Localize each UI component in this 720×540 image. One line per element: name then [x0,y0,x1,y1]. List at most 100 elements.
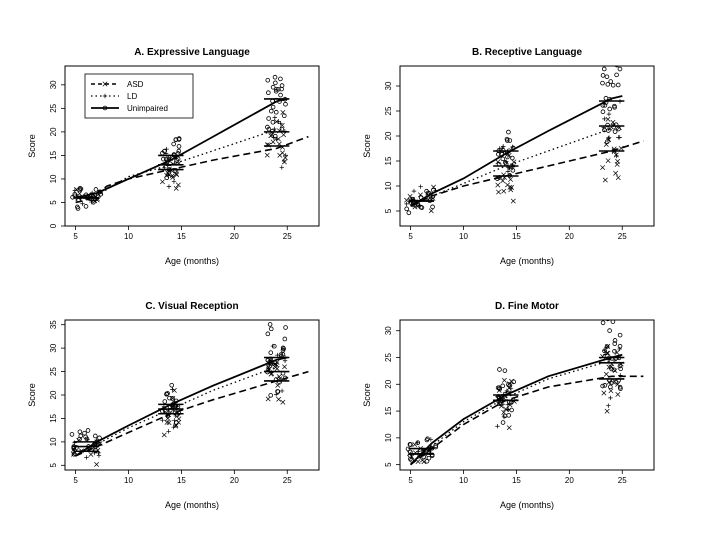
data-point-unimpaired [162,399,168,404]
plot-frame [399,65,655,227]
panel-title: B. Receptive Language [472,47,582,58]
data-point-unimpaired [510,168,516,173]
data-point-unimpaired [617,332,623,338]
data-point-unimpaired [608,384,613,390]
data-point-unimpaired [283,101,288,107]
data-point-unimpaired [268,393,273,398]
x-tick-label: 15 [512,476,521,485]
data-point-unimpaired [609,380,614,386]
data-point-ld [603,345,609,350]
data-point-asd [174,172,180,178]
data-point-unimpaired [415,202,421,208]
data-point-unimpaired [618,366,623,372]
y-tick-label: 30 [384,326,393,335]
data-point-ld [602,352,608,357]
data-point-unimpaired [278,76,283,82]
data-point-asd [614,350,620,356]
data-point-asd [94,462,100,467]
x-axis-label: Age (months) [165,500,219,510]
data-point-unimpaired [408,449,413,455]
data-point-asd [280,399,286,405]
legend-marker-ld [102,93,108,99]
data-point-ld [501,414,507,420]
data-point-unimpaired [265,369,270,375]
fit-line-unimpaired [409,353,623,466]
data-point-unimpaired [267,322,273,327]
fit-line-unimpaired [410,95,623,207]
data-point-ld [279,165,284,170]
data-point-unimpaired [283,325,288,330]
fit-line-ld [410,359,612,466]
plot-area [404,66,644,216]
fit-line-asd [75,135,309,204]
data-point-asd [600,165,606,170]
data-point-asd [175,182,181,188]
y-axis-label: Score [362,134,372,158]
data-point-unimpaired [265,124,270,130]
data-point-ld [495,424,500,429]
y-tick-label: 0 [49,223,58,228]
data-point-unimpaired [268,350,274,355]
data-point-unimpaired [600,73,606,78]
data-point-ld [614,153,619,159]
data-point-unimpaired [71,451,77,457]
data-point-asd [495,159,501,165]
data-point-unimpaired [497,367,502,372]
data-point-unimpaired [273,80,278,86]
data-point-ld [608,395,613,401]
data-point-asd [608,388,614,394]
data-point-unimpaired [612,338,618,343]
data-point-unimpaired [506,399,512,405]
data-point-unimpaired [605,320,610,322]
data-point-unimpaired [279,86,284,92]
data-point-asd [614,161,620,167]
x-tick-label: 10 [124,476,133,485]
data-point-unimpaired [601,66,607,72]
fit-line-ld [75,128,277,201]
data-point-unimpaired [93,187,99,192]
data-point-unimpaired [266,90,271,96]
data-point-asd [506,425,512,431]
data-point-ld [505,407,510,412]
data-point-unimpaired [270,84,276,90]
x-tick-label: 10 [459,232,468,241]
data-point-ld [96,450,101,456]
fit-line-unimpaired [75,98,288,199]
data-point-unimpaired [272,133,278,139]
data-point-ld [166,184,172,189]
data-point-unimpaired [174,420,179,425]
x-tick-label: 5 [408,232,413,241]
data-point-unimpaired [602,348,607,354]
data-point-unimpaired [613,122,619,127]
y-tick-label: 30 [384,81,393,90]
data-point-unimpaired [424,188,429,194]
data-point-unimpaired [602,383,608,388]
data-point-asd [282,364,287,370]
data-point-unimpaired [267,363,273,369]
data-point-unimpaired [163,408,168,414]
panel-title: C. Visual Reception [145,301,238,312]
y-tick-label: 30 [49,80,58,89]
data-point-asd [161,432,167,438]
data-point-unimpaired [600,383,605,389]
legend: ASD LD Unimpaired [84,73,194,119]
data-point-unimpaired [602,127,607,133]
data-point-unimpaired [604,74,610,80]
data-point-ld [279,388,285,394]
data-point-ld [166,429,171,434]
data-point-ld [283,153,288,158]
data-point-unimpaired [281,113,287,119]
data-point-unimpaired [172,410,178,415]
data-point-asd [176,416,182,422]
data-point-unimpaired [173,137,179,143]
x-tick-label: 5 [408,476,413,485]
data-point-unimpaired [167,395,172,401]
y-tick-label: 15 [49,150,58,159]
data-point-asd [605,116,611,122]
data-point-ld [281,158,287,164]
data-point-unimpaired [424,458,430,464]
x-tick-label: 10 [459,476,468,485]
data-point-unimpaired [511,379,517,385]
x-tick-label: 25 [283,232,292,241]
